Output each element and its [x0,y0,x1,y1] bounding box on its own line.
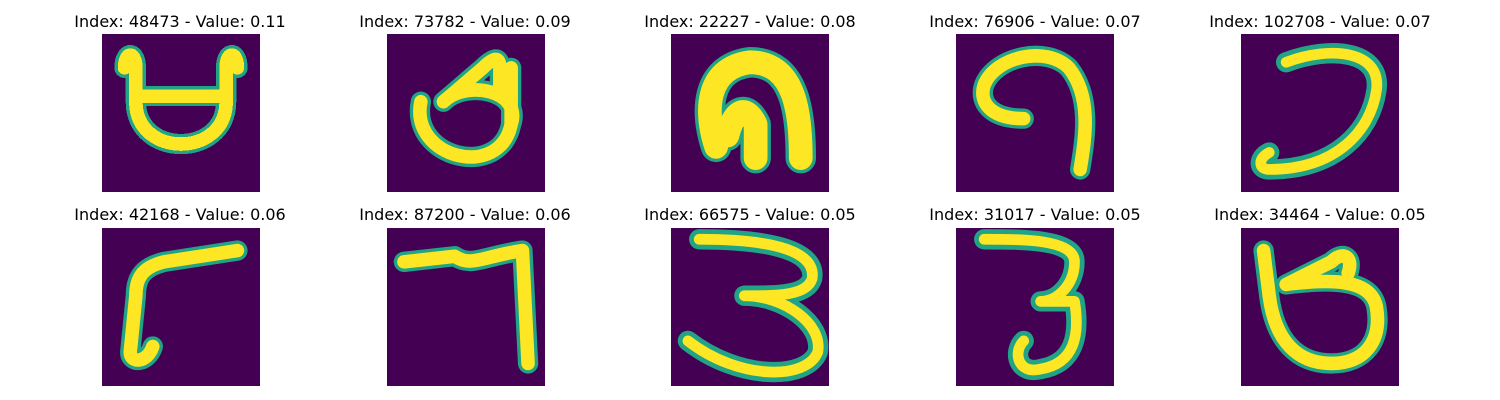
digit-image [671,228,829,386]
digit-image [956,228,1114,386]
digit-image [1241,34,1399,192]
digit-image [387,34,545,192]
panel-title: Index: 102708 - Value: 0.07 [1209,12,1431,31]
panel-title: Index: 87200 - Value: 0.06 [359,205,571,224]
digit-image [1241,228,1399,386]
digit-image [387,228,545,386]
panel-title: Index: 22227 - Value: 0.08 [644,12,856,31]
panel-title: Index: 66575 - Value: 0.05 [644,205,856,224]
panel-title: Index: 34464 - Value: 0.05 [1214,205,1426,224]
digit-image [671,34,829,192]
panel-title: Index: 48473 - Value: 0.11 [74,12,286,31]
digit-image [956,34,1114,192]
panel-title: Index: 73782 - Value: 0.09 [359,12,571,31]
panel-title: Index: 76906 - Value: 0.07 [929,12,1141,31]
panel-title: Index: 31017 - Value: 0.05 [929,205,1141,224]
digit-image [102,228,260,386]
digit-image [102,34,260,192]
panel-title: Index: 42168 - Value: 0.06 [74,205,286,224]
